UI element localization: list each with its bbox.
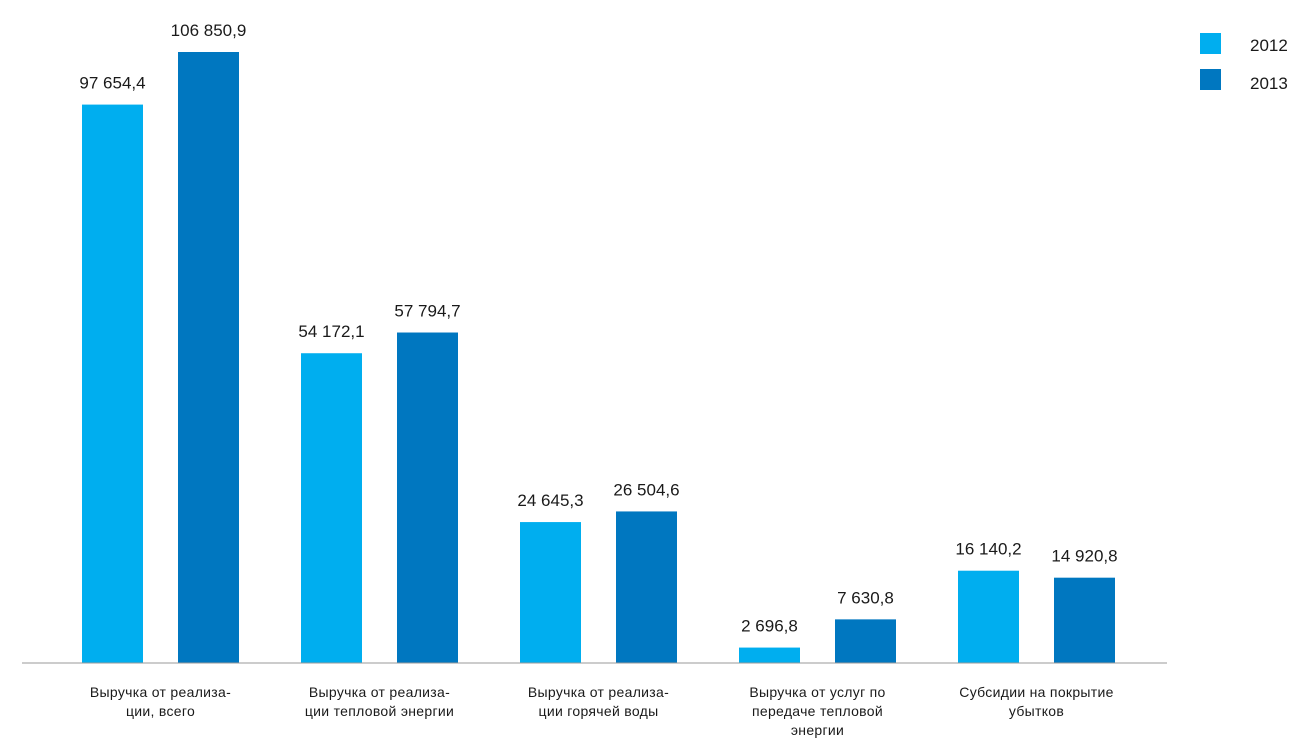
- value-labels-group: 97 654,4 106 850,9 54 172,1 57 794,7 24 645,…: [79, 21, 1117, 636]
- category-label-line: ции тепловой энергии: [305, 703, 454, 719]
- category-label-line: передаче тепловой: [752, 703, 883, 719]
- category-label-line: ции, всего: [126, 703, 195, 719]
- category-label-line: энергии: [791, 722, 844, 738]
- category-label-4: Выручка от услуг по передаче тепловой энер…: [749, 684, 885, 738]
- value-label-2013-5: 14 920,8: [1051, 547, 1117, 566]
- category-label-3: Выручка от реализа-ции горячей воды: [528, 684, 669, 719]
- category-label-1: Выручка от реализа-ции, всего: [90, 684, 231, 719]
- value-label-2013-4: 7 630,8: [837, 588, 894, 607]
- value-label-2012-5: 16 140,2: [955, 540, 1021, 559]
- category-label-line: Выручка от реализа-: [309, 684, 450, 700]
- bar-2012-4: [739, 647, 800, 663]
- bar-2013-1: [178, 52, 239, 663]
- legend: 2012 2013: [1200, 33, 1288, 93]
- bar-2013-5: [1054, 577, 1115, 663]
- legend-label-2013: 2013: [1250, 74, 1288, 93]
- value-label-2012-4: 2 696,8: [741, 617, 798, 636]
- category-label-line: Выручка от услуг по: [749, 684, 885, 700]
- value-label-2013-3: 26 504,6: [613, 480, 679, 499]
- bar-2012-3: [520, 522, 581, 663]
- bar-2013-4: [835, 619, 896, 663]
- legend-swatch-2012: [1200, 33, 1221, 54]
- value-label-2012-1: 97 654,4: [79, 74, 145, 93]
- value-label-2013-2: 57 794,7: [394, 302, 460, 321]
- bar-2013-3: [616, 511, 677, 663]
- value-label-2013-1: 106 850,9: [171, 21, 247, 40]
- category-label-line: Субсидии на покрытие: [959, 684, 1113, 700]
- bar-2012-2: [301, 353, 362, 663]
- category-label-line: Выручка от реализа-: [528, 684, 669, 700]
- category-label-line: Выручка от реализа-: [90, 684, 231, 700]
- category-label-5: Субсидии на покрытие убытков: [959, 684, 1113, 719]
- category-label-line: убытков: [1009, 703, 1064, 719]
- value-label-2012-3: 24 645,3: [517, 491, 583, 510]
- category-label-line: ции горячей воды: [539, 703, 659, 719]
- bar-2013-2: [397, 332, 458, 663]
- bars-group: [82, 52, 1115, 663]
- value-label-2012-2: 54 172,1: [298, 322, 364, 341]
- legend-swatch-2013: [1200, 69, 1221, 90]
- bar-2012-1: [82, 104, 143, 663]
- legend-label-2012: 2012: [1250, 36, 1288, 55]
- bar-2012-5: [958, 570, 1019, 663]
- category-label-2: Выручка от реализа-ции тепловой энергии: [305, 684, 454, 719]
